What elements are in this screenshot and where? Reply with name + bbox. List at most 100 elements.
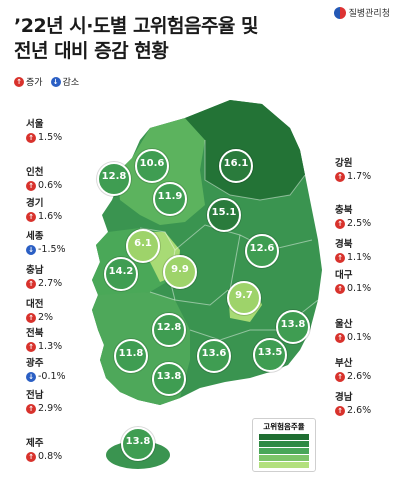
- title-line-2: 전년 대비 증감 현황: [14, 40, 169, 62]
- region-change: -0.1%: [38, 371, 66, 382]
- region-name: 대전: [26, 299, 44, 310]
- arrow-down-icon: ↓: [26, 244, 36, 255]
- scale-title: 고위험음주율: [263, 422, 305, 431]
- region-change: 0.1%: [347, 283, 372, 294]
- region-change: 2.6%: [347, 405, 372, 416]
- rate-bubble-busan: 13.5: [253, 338, 287, 372]
- agency-name: 질병관리청: [348, 9, 390, 19]
- scale-bar: [259, 455, 309, 461]
- region-seoul: 서울 ↑ 1.5%: [26, 118, 62, 144]
- region-change: 2%: [38, 312, 54, 323]
- region-incheon: 인천 ↑ 0.6%: [26, 166, 62, 192]
- arrow-up-icon: ↑: [335, 171, 345, 182]
- arrow-up-icon: ↑: [335, 405, 345, 416]
- region-name: 광주: [26, 358, 44, 369]
- arrow-up-icon: ↑: [26, 180, 36, 191]
- region-name: 제주: [26, 438, 44, 449]
- rate-bubble-chungnam: 14.2: [104, 257, 138, 291]
- agency-logo: 질병관리청: [333, 6, 390, 19]
- rate-bubble-incheon: 12.8: [97, 162, 131, 196]
- arrow-up-icon: ↑: [335, 371, 345, 382]
- rate-bubble-jeonbuk: 12.8: [152, 313, 186, 347]
- rate-bubble-gwangju: 11.8: [114, 339, 148, 373]
- region-jeonbuk: 전북 ↑ 1.3%: [26, 327, 62, 353]
- rate-bubble-gyeongbuk: 12.6: [245, 234, 279, 268]
- region-name: 서울: [26, 119, 44, 130]
- region-name: 충남: [26, 265, 44, 276]
- rate-bubble-seoul: 10.6: [135, 149, 169, 183]
- arrow-up-icon: ↑: [335, 252, 345, 263]
- taegeuk-icon: [333, 6, 346, 19]
- region-jeju: 제주 ↑ 0.8%: [26, 437, 62, 463]
- scale-bar: [259, 441, 309, 447]
- title-line-1: ’22년 시·도별 고위험음주율 및: [14, 15, 259, 37]
- region-daejeon: 대전 ↑ 2%: [26, 298, 53, 324]
- rate-bubble-chungbuk: 15.1: [207, 198, 241, 232]
- region-name: 전남: [26, 390, 44, 401]
- arrow-up-icon: ↑: [14, 76, 24, 87]
- rate-bubble-gangwon: 16.1: [219, 149, 253, 183]
- arrow-up-icon: ↑: [26, 278, 36, 289]
- region-name: 부산: [335, 358, 353, 369]
- rate-bubble-daegu: 9.7: [227, 281, 261, 315]
- page-title: ’22년 시·도별 고위험음주율 및 전년 대비 증감 현황: [14, 14, 259, 64]
- scale-bar: [259, 448, 309, 454]
- region-change: 1.7%: [347, 171, 372, 182]
- region-change: 0.8%: [38, 451, 63, 462]
- region-name: 대구: [335, 270, 353, 281]
- region-change: 1.5%: [38, 132, 63, 143]
- region-change: 1.1%: [347, 252, 372, 263]
- region-daegu: 대구 ↑ 0.1%: [335, 269, 371, 295]
- region-change: 2.5%: [347, 218, 372, 229]
- arrow-down-icon: ↓: [50, 76, 61, 87]
- rate-scale-legend: 고위험음주율: [252, 418, 316, 472]
- region-gwangju: 광주 ↓ -0.1%: [26, 357, 66, 383]
- scale-bar: [259, 434, 309, 440]
- region-name: 경북: [335, 239, 353, 250]
- region-name: 강원: [335, 158, 353, 169]
- region-change: 0.1%: [347, 332, 372, 343]
- region-name: 충북: [335, 205, 353, 216]
- arrow-up-icon: ↑: [335, 218, 345, 229]
- region-change: -1.5%: [38, 244, 66, 255]
- region-chungbuk: 충북 ↑ 2.5%: [335, 204, 371, 230]
- region-change: 2.6%: [347, 371, 372, 382]
- region-ulsan: 울산 ↑ 0.1%: [335, 318, 371, 344]
- rate-bubble-gyeonggi: 11.9: [153, 182, 187, 216]
- region-change: 0.6%: [38, 180, 63, 191]
- arrow-down-icon: ↓: [26, 371, 36, 382]
- map-gangwon: [185, 100, 305, 200]
- arrow-up-icon: ↑: [26, 341, 36, 352]
- legend-down-label: 감소: [62, 78, 80, 88]
- arrow-up-icon: ↑: [335, 332, 345, 343]
- region-gyeongnam: 경남 ↑ 2.6%: [335, 391, 371, 417]
- region-name: 세종: [26, 231, 44, 242]
- region-busan: 부산 ↑ 2.6%: [335, 357, 371, 383]
- rate-bubble-daejeon: 9.9: [163, 255, 197, 289]
- region-gangwon: 강원 ↑ 1.7%: [335, 157, 371, 183]
- region-name: 울산: [335, 319, 353, 330]
- arrow-up-icon: ↑: [26, 451, 36, 462]
- region-gyeonggi: 경기 ↑ 1.6%: [26, 197, 62, 223]
- arrow-up-icon: ↑: [26, 211, 36, 222]
- region-chungnam: 충남 ↑ 2.7%: [26, 264, 62, 290]
- region-sejong: 세종 ↓ -1.5%: [26, 230, 66, 256]
- change-legend: ↑ 증가 ↓ 감소: [14, 75, 79, 88]
- region-change: 1.3%: [38, 341, 63, 352]
- rate-bubble-gyeongnam: 13.6: [197, 339, 231, 373]
- region-gyeongbuk: 경북 ↑ 1.1%: [335, 238, 371, 264]
- region-name: 전북: [26, 328, 44, 339]
- region-change: 2.9%: [38, 403, 63, 414]
- region-name: 경기: [26, 198, 44, 209]
- region-jeonnam: 전남 ↑ 2.9%: [26, 389, 62, 415]
- rate-bubble-sejong: 6.1: [126, 229, 160, 263]
- rate-bubble-jeju: 13.8: [121, 427, 155, 461]
- legend-up-label: 증가: [26, 78, 43, 88]
- region-change: 1.6%: [38, 211, 63, 222]
- arrow-up-icon: ↑: [26, 312, 36, 323]
- region-change: 2.7%: [38, 278, 63, 289]
- arrow-up-icon: ↑: [26, 132, 36, 143]
- rate-bubble-ulsan: 13.8: [276, 310, 310, 344]
- rate-bubble-jeonnam: 13.8: [152, 362, 186, 396]
- region-name: 경남: [335, 392, 353, 403]
